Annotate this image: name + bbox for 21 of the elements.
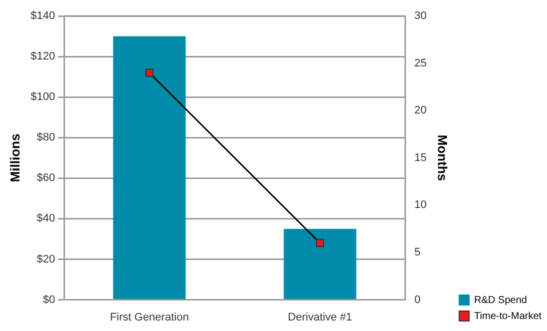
y-tick-label: $80 — [36, 132, 56, 144]
y-axis-title: Millions — [7, 134, 22, 182]
y-tick-label: $40 — [36, 212, 56, 225]
y-tick-label: $120 — [30, 50, 56, 63]
legend-label: R&D Spend — [474, 294, 527, 306]
y2-tick-label: 30 — [414, 10, 427, 22]
y-tick-label: $100 — [30, 91, 56, 104]
y-tick-label: $60 — [36, 172, 56, 184]
legend-label: Time-to-Market — [474, 310, 542, 322]
x-tick-label: First Generation — [110, 311, 189, 324]
y-tick-label: $140 — [30, 10, 56, 22]
x-tick-label: Derivative #1 — [288, 311, 352, 324]
y-tick-label: $0 — [42, 294, 56, 306]
y-tick-label: $20 — [36, 253, 56, 266]
y2-tick-label: 25 — [414, 57, 427, 70]
y2-tick-label: 20 — [414, 104, 427, 117]
y2-tick-label: 5 — [414, 246, 420, 259]
y2-tick-label: 0 — [414, 294, 420, 306]
y2-tick-label: 15 — [414, 152, 427, 164]
y2-axis-title: Months — [434, 134, 450, 182]
y2-tick-label: 10 — [414, 199, 427, 212]
